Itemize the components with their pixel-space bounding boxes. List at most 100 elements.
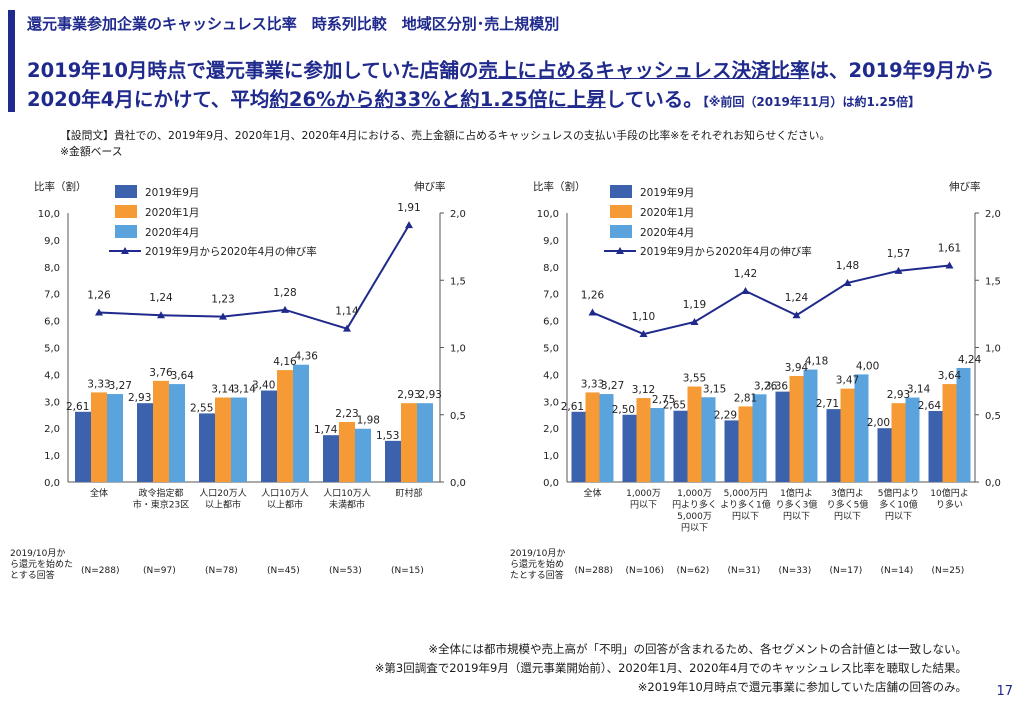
legend-swatch (115, 205, 137, 218)
x-tick-label: 人口20万人 (199, 488, 246, 499)
n-count: (N=288) (81, 566, 120, 576)
x-tick-label: 以上都市 (205, 499, 241, 511)
legend-label: 2019年9月 (640, 186, 694, 199)
bar (687, 386, 702, 482)
data-label: 3,94 (785, 362, 809, 374)
y-tick-label: 5,0 (44, 344, 60, 355)
growth-rate-line (592, 264, 950, 336)
y-tick-label: 9,0 (44, 236, 60, 247)
growth-point (95, 308, 103, 316)
x-tick-label: 1,000万 (677, 489, 712, 499)
bar (826, 409, 841, 482)
legend-label: 2019年9月から2020年4月の伸び率 (640, 245, 812, 258)
data-label: 2,23 (335, 408, 358, 420)
growth-rate-line (98, 224, 410, 330)
x-tick-label: 町村部 (395, 487, 422, 499)
y-tick-label: 3,0 (44, 397, 60, 408)
left-axis-title: 比率（割） (34, 180, 87, 193)
x-tick-label: り多く3億 (776, 499, 818, 511)
bar (91, 392, 107, 482)
y-tick-label: 0,0 (543, 478, 559, 489)
bar (905, 397, 920, 482)
growth-point (281, 305, 289, 313)
legend-label: 2019年9月から2020年4月の伸び率 (145, 245, 317, 258)
y-tick-label: 1,0 (44, 451, 60, 462)
data-label: 2,65 (663, 400, 686, 412)
y2-tick-label: 1,5 (450, 276, 466, 287)
data-label: 3,14 (211, 384, 235, 396)
data-label: 1,53 (376, 430, 399, 442)
bar (169, 384, 185, 482)
growth-point (639, 330, 648, 338)
y2-tick-label: 1,5 (985, 276, 1001, 287)
bar (956, 367, 971, 482)
x-tick-label: 人口10万人 (261, 488, 308, 499)
growth-point (792, 311, 801, 319)
y-tick-label: 1,0 (543, 451, 559, 462)
legend-swatch (610, 185, 632, 198)
bar (199, 413, 215, 482)
bar (724, 420, 739, 482)
data-label: 4,16 (273, 356, 297, 368)
bar (585, 392, 600, 482)
question-text: 【設問文】貴社での、2019年9月、2020年1月、2020年4月における、売上… (60, 128, 830, 160)
x-tick-label: より多く1億 (720, 499, 771, 511)
y-tick-label: 10,0 (537, 209, 559, 220)
right-axis-title: 伸び率 (949, 180, 981, 193)
x-tick-label: 人口10万人 (323, 488, 370, 499)
data-label: 4,36 (295, 351, 319, 363)
data-label: 3,76 (149, 367, 173, 379)
y-tick-label: 3,0 (543, 397, 559, 408)
x-tick-label: 円以下 (630, 500, 657, 511)
footnote: ※2019年10月時点で還元事業に参加していた店舗の回答のみ。 (637, 680, 967, 694)
data-label: 3,26 (754, 380, 778, 392)
n-count: (N=62) (676, 566, 710, 576)
x-tick-label: 全体 (583, 487, 601, 499)
data-label: 3,55 (683, 373, 706, 385)
bar (75, 411, 91, 482)
data-label: 3,15 (703, 383, 726, 395)
data-label: 3,33 (581, 378, 604, 390)
bar (355, 428, 371, 482)
left-axis-title: 比率（割） (533, 180, 586, 193)
footnote: ※全体には都市規模や売上高が「不明」の回答が含まれるため、各セグメントの合計値と… (428, 642, 967, 656)
bar (622, 414, 637, 482)
x-tick-label: 政令指定都 (138, 487, 183, 499)
y-tick-label: 7,0 (44, 290, 60, 301)
legend-label: 2020年1月 (145, 206, 199, 219)
data-label: 3,14 (233, 384, 257, 396)
growth-label: 1,61 (938, 242, 961, 254)
y-tick-label: 10,0 (38, 209, 60, 220)
y-tick-label: 2,0 (44, 424, 60, 435)
growth-label: 1,57 (887, 248, 910, 260)
growth-label: 1,26 (581, 290, 605, 302)
x-tick-label: 1,000万 (626, 489, 661, 499)
bar (215, 397, 231, 482)
growth-point (843, 278, 852, 286)
data-label: 2,93 (128, 392, 151, 404)
n-count: (N=15) (391, 566, 424, 576)
x-tick-label: 円以下 (834, 511, 861, 522)
growth-label: 1,42 (734, 268, 757, 280)
n-count: (N=31) (727, 566, 761, 576)
data-label: 3,12 (632, 384, 655, 396)
y-tick-label: 8,0 (44, 263, 60, 274)
bar (339, 422, 355, 482)
data-label: 2,93 (419, 389, 442, 401)
n-count: (N=288) (574, 566, 613, 576)
x-tick-label: 未満都市 (329, 499, 365, 511)
y-tick-label: 8,0 (543, 263, 559, 274)
bar (323, 435, 339, 482)
x-tick-label: 全体 (90, 487, 108, 499)
y-tick-label: 6,0 (44, 317, 60, 328)
bar (854, 374, 869, 482)
bar (752, 394, 767, 482)
y-tick-label: 7,0 (543, 290, 559, 301)
growth-label: 1,10 (632, 311, 655, 323)
growth-point (894, 266, 903, 274)
legend-label: 2020年4月 (640, 226, 694, 239)
data-label: 4,24 (958, 354, 982, 366)
n-count: (N=97) (143, 566, 176, 576)
y-tick-label: 0,0 (44, 478, 60, 489)
y2-tick-label: 1,0 (985, 344, 1001, 355)
